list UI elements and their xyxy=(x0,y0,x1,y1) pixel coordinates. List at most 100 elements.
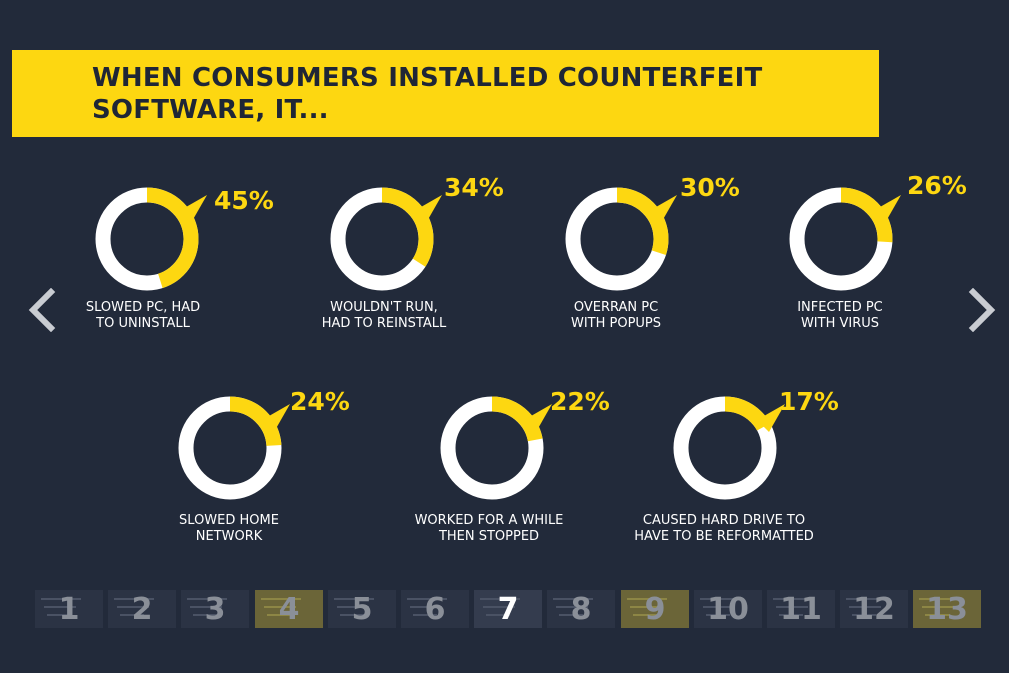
donut-7-percent: 17% xyxy=(779,387,839,416)
thumbnail-preview xyxy=(255,590,323,628)
thumbnail-preview xyxy=(181,590,249,628)
slide-thumbnail[interactable]: 11 xyxy=(767,590,835,628)
callout-pointer xyxy=(524,404,552,432)
caption-line: SLOWED PC, HAD xyxy=(85,300,201,315)
thumbnail-line xyxy=(120,614,144,616)
donut-5-caption: SLOWED HOME NETWORK xyxy=(109,513,349,545)
slide-thumbnail-strip: 1 2 3 4 5 6 7 8 9 10 11 12 13 xyxy=(35,590,985,630)
thumbnail-line xyxy=(553,598,593,600)
slide-thumbnail[interactable]: 12 xyxy=(840,590,908,628)
slide-thumbnail[interactable]: 2 xyxy=(108,590,176,628)
donut-5-percent: 24% xyxy=(290,387,350,416)
thumbnail-line xyxy=(117,606,149,608)
donut-svg xyxy=(565,187,677,291)
slide-thumbnail[interactable]: 3 xyxy=(181,590,249,628)
thumbnail-line xyxy=(633,614,657,616)
donut-value-arc xyxy=(330,187,434,291)
slide-thumbnail[interactable]: 1 xyxy=(35,590,103,628)
thumbnail-line xyxy=(846,598,886,600)
donut-svg xyxy=(789,187,901,291)
thumbnail-line xyxy=(190,606,222,608)
caption-line: WITH POPUPS xyxy=(570,316,662,331)
slide-thumbnail[interactable]: 9 xyxy=(621,590,689,628)
donut-2-caption: WOULDN'T RUN, HAD TO REINSTALL xyxy=(264,300,504,332)
thumbnail-line xyxy=(773,598,813,600)
thumbnail-line xyxy=(264,606,296,608)
caption-line: INFECTED PC xyxy=(797,300,883,315)
donut-5 xyxy=(176,394,290,502)
next-slide-button[interactable] xyxy=(967,288,997,332)
donut-svg xyxy=(440,396,552,500)
callout-pointer xyxy=(649,195,677,223)
slide-thumbnail[interactable]: 10 xyxy=(694,590,762,628)
caption-line: WOULDN'T RUN, xyxy=(330,300,438,315)
thumbnail-number: 8 xyxy=(570,592,592,627)
slide-thumbnail[interactable]: 8 xyxy=(547,590,615,628)
thumbnail-preview xyxy=(694,590,762,628)
thumbnail-line xyxy=(193,614,217,616)
thumbnail-line xyxy=(340,614,364,616)
donut-3-caption: OVERRAN PC WITH POPUPS xyxy=(496,300,736,332)
donut-1-percent: 45% xyxy=(214,186,274,215)
thumbnail-number: 3 xyxy=(204,592,226,627)
slide-thumbnail[interactable]: 6 xyxy=(401,590,469,628)
caption-line: HAVE TO BE REFORMATTED xyxy=(634,529,814,544)
donut-svg xyxy=(178,396,290,500)
slide-thumbnail[interactable]: 4 xyxy=(255,590,323,628)
thumbnail-number: 11 xyxy=(780,592,822,627)
thumbnail-line xyxy=(187,598,227,600)
thumbnail-line xyxy=(480,598,520,600)
thumbnail-number: 2 xyxy=(131,592,153,627)
caption-line: SLOWED HOME xyxy=(179,513,279,528)
donut-7-caption: CAUSED HARD DRIVE TO HAVE TO BE REFORMAT… xyxy=(604,513,844,545)
thumbnail-preview xyxy=(840,590,908,628)
donut-4-caption: INFECTED PC WITH VIRUS xyxy=(720,300,960,332)
thumbnail-preview xyxy=(35,590,103,628)
donut-4 xyxy=(787,185,901,293)
page-title: WHEN CONSUMERS INSTALLED COUNTERFEIT SOF… xyxy=(92,62,852,126)
callout-pointer xyxy=(414,195,442,223)
callout-pointer xyxy=(873,195,901,223)
thumbnail-preview xyxy=(108,590,176,628)
thumbnail-line xyxy=(700,598,740,600)
donut-value-arc xyxy=(95,187,199,291)
slide-thumbnail[interactable]: 5 xyxy=(328,590,396,628)
thumbnail-line xyxy=(483,606,515,608)
caption-line: THEN STOPPED xyxy=(438,529,540,544)
thumbnail-number: 4 xyxy=(278,592,300,627)
slide-thumbnail[interactable]: 13 xyxy=(913,590,981,628)
donut-7 xyxy=(671,394,785,502)
thumbnail-line xyxy=(267,614,291,616)
thumbnail-line xyxy=(703,606,735,608)
chevron-left-icon xyxy=(28,288,56,332)
caption-line: NETWORK xyxy=(195,529,263,544)
thumbnail-line xyxy=(630,606,662,608)
thumbnail-number: 5 xyxy=(351,592,373,627)
title-banner: WHEN CONSUMERS INSTALLED COUNTERFEIT SOF… xyxy=(12,50,879,137)
caption-line: TO UNINSTALL xyxy=(96,316,190,331)
caption-line: OVERRAN PC xyxy=(573,300,659,315)
thumbnail-line xyxy=(413,614,437,616)
thumbnail-preview xyxy=(913,590,981,628)
thumbnail-preview xyxy=(547,590,615,628)
donut-1-caption: SLOWED PC, HAD TO UNINSTALL xyxy=(23,300,263,332)
donut-6 xyxy=(438,394,552,502)
donut-svg xyxy=(95,187,207,291)
donut-6-caption: WORKED FOR A WHILE THEN STOPPED xyxy=(369,513,609,545)
title-line-1: WHEN CONSUMERS INSTALLED COUNTERFEIT xyxy=(92,63,763,93)
thumbnail-number: 10 xyxy=(707,592,749,627)
donut-2 xyxy=(328,185,442,293)
slide-thumbnail[interactable]: 7 xyxy=(474,590,542,628)
thumbnail-preview xyxy=(328,590,396,628)
donut-3 xyxy=(563,185,677,293)
thumbnail-line xyxy=(407,598,447,600)
prev-slide-button[interactable] xyxy=(27,288,57,332)
thumbnail-line xyxy=(114,598,154,600)
donut-value-arc xyxy=(789,187,893,291)
thumbnail-line xyxy=(849,606,881,608)
caption-line: HAD TO REINSTALL xyxy=(321,316,447,331)
caption-line: WORKED FOR A WHILE xyxy=(414,513,564,528)
thumbnail-line xyxy=(486,614,510,616)
thumbnail-number: 1 xyxy=(58,592,80,627)
thumbnail-preview xyxy=(401,590,469,628)
